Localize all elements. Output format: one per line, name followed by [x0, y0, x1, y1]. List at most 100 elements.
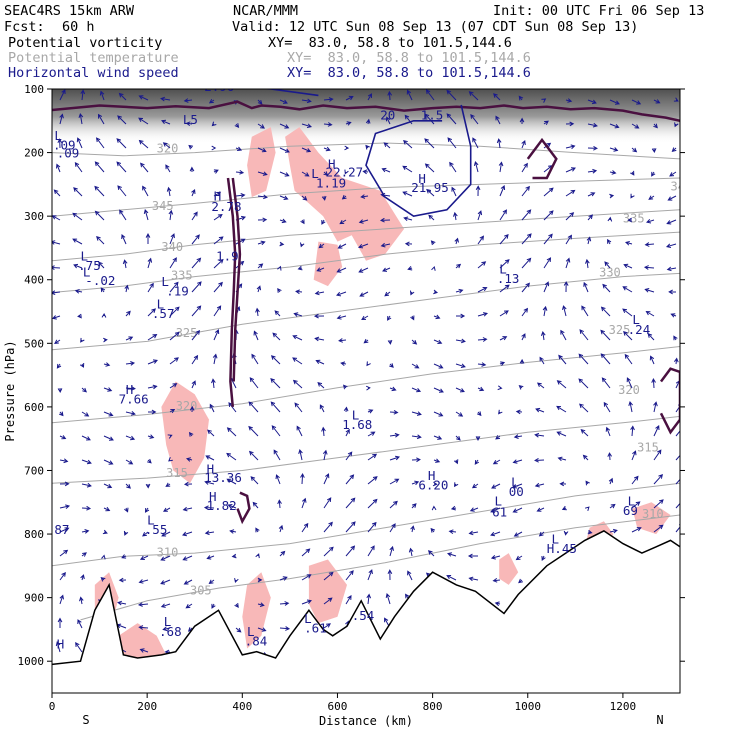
- wind-vector-528: [521, 162, 528, 173]
- wind-vector-641: [608, 477, 614, 485]
- init-time: Init: 00 UTC Fri 06 Sep 13: [493, 3, 705, 19]
- wind-vector-686: [649, 355, 655, 365]
- extremum-label-57: .54: [352, 608, 375, 623]
- wind-vector-78: [116, 161, 127, 173]
- wind-vector-247: [257, 627, 267, 632]
- extremum-label-44: L: [494, 493, 502, 508]
- wind-vector-359: [361, 315, 369, 321]
- wind-vector-269: [279, 550, 286, 557]
- wind-vector-577: [565, 144, 576, 150]
- extremum-label-7: L: [161, 274, 169, 289]
- wind-vector-220: [234, 577, 239, 583]
- wind-vector-338: [343, 406, 349, 413]
- wind-vector-51: [97, 113, 105, 125]
- wind-vector-117: [144, 507, 150, 513]
- wind-vector-153: [189, 166, 195, 173]
- theta-contour-6: [52, 209, 680, 262]
- wind-vector-95: [118, 577, 127, 583]
- wind-vector-365: [367, 453, 378, 461]
- wind-vector-104: [142, 185, 149, 197]
- wind-vector-370: [367, 569, 373, 581]
- wind-vector-709: [670, 313, 677, 318]
- theta-contour-label-0: 305: [190, 583, 212, 597]
- wind-vector-165: [185, 457, 193, 462]
- wind-vector-387: [389, 386, 397, 392]
- pv-contour-2: [231, 177, 242, 382]
- wind-vector-121: [137, 602, 149, 607]
- wind-vector-371: [366, 593, 372, 605]
- wind-vector-468: [448, 529, 457, 535]
- wind-vector-705: [666, 219, 677, 225]
- wind-vector-94: [121, 554, 127, 559]
- wind-vector-504: [499, 185, 506, 197]
- wind-vector-143: [161, 531, 171, 537]
- wind-vector-176: [211, 121, 217, 127]
- wind-vector-564: [534, 432, 545, 438]
- wind-vector-690: [653, 449, 662, 461]
- wind-vector-254: [279, 195, 289, 200]
- wind-vector-432: [431, 266, 436, 271]
- wind-vector-529: [521, 185, 530, 197]
- wind-vector-708: [668, 289, 677, 295]
- wind-vector-178: [213, 169, 219, 174]
- wind-vector-270: [279, 576, 288, 581]
- wind-vector-543: [513, 531, 523, 537]
- wind-vector-350: [367, 93, 373, 101]
- wind-vector-58: [100, 287, 106, 293]
- extremum-label-21: 67: [311, 77, 326, 92]
- wind-vector-407: [407, 265, 413, 271]
- wind-vector-129: [166, 186, 172, 197]
- wind-vector-665: [631, 450, 637, 461]
- wind-vector-236: [251, 353, 259, 365]
- wind-vector-337: [343, 384, 348, 390]
- wind-vector-517: [490, 507, 501, 513]
- wind-vector-663: [628, 400, 633, 413]
- wind-vector-160: [191, 329, 201, 341]
- wind-vector-171: [185, 603, 193, 609]
- wind-vector-35: [80, 337, 85, 343]
- extremum-label-45: 61: [492, 504, 507, 519]
- y-tick-label-8: 900: [24, 592, 44, 605]
- wind-vector-307: [316, 267, 325, 272]
- wind-vector-463: [455, 411, 464, 417]
- wind-vector-415: [411, 457, 421, 463]
- wind-vector-685: [647, 333, 655, 341]
- theta-contour-label-8: 320: [157, 142, 179, 156]
- wind-vector-314: [321, 426, 326, 437]
- x-tick-label-3: 600: [328, 700, 348, 713]
- extremum-label-8: .19: [166, 284, 189, 299]
- wind-vector-294: [301, 548, 311, 557]
- wind-vector-500: [493, 93, 501, 101]
- wind-vector-84: [125, 310, 131, 317]
- wind-vector-55: [94, 210, 105, 221]
- wind-vector-410: [411, 339, 418, 345]
- wind-vector-10: [54, 339, 61, 344]
- field-xy-wind-speed: XY= 83.0, 58.8 to 101.5,144.6: [287, 65, 531, 81]
- extremum-label-2: .09: [57, 146, 80, 161]
- wind-vector-293: [301, 522, 309, 533]
- theta-contour-label-3: 320: [176, 399, 198, 413]
- wind-vector-161: [191, 354, 199, 365]
- wind-vector-386: [389, 363, 394, 368]
- wind-vector-82: [122, 259, 128, 269]
- wind-vector-711: [673, 357, 679, 365]
- wind-vector-133: [169, 281, 179, 293]
- wind-vector-75: [118, 92, 127, 101]
- wind-vector-168: [182, 531, 193, 537]
- wind-vector-557: [543, 257, 552, 269]
- wind-vector-541: [512, 483, 523, 489]
- wind-vector-381: [380, 242, 391, 248]
- wind-vector-638: [603, 401, 611, 413]
- wind-vector-428: [424, 163, 435, 173]
- wind-vector-6: [52, 240, 61, 245]
- wind-vector-664: [630, 425, 635, 437]
- wind-vector-469: [446, 552, 457, 557]
- wind-vector-511: [499, 361, 506, 366]
- wind-vector-643: [609, 528, 618, 534]
- wind-vector-489: [475, 436, 481, 441]
- wind-vector-318: [323, 521, 333, 533]
- wind-vector-137: [169, 383, 178, 389]
- wind-vector-230: [257, 217, 268, 223]
- wind-vector-331: [337, 243, 347, 249]
- wind-vector-565: [534, 457, 545, 463]
